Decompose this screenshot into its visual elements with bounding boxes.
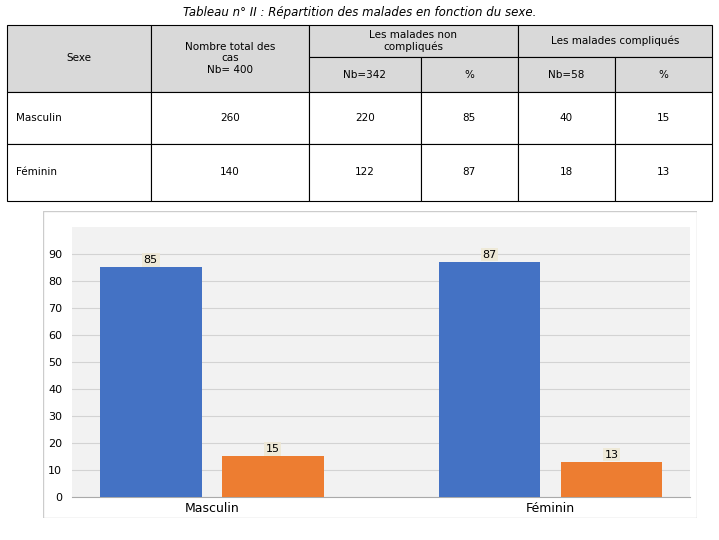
Bar <box>222 456 324 497</box>
Bar <box>7 92 151 144</box>
Text: 13: 13 <box>605 449 618 460</box>
Bar <box>615 144 712 201</box>
Bar <box>421 92 518 144</box>
Bar <box>309 144 421 201</box>
Text: Tableau n° II : Répartition des malades en fonction du sexe.: Tableau n° II : Répartition des malades … <box>183 6 536 19</box>
Text: 18: 18 <box>559 167 573 177</box>
Bar <box>518 144 615 201</box>
Text: Sexe: Sexe <box>67 53 91 64</box>
Text: 13: 13 <box>656 167 670 177</box>
Text: %: % <box>659 70 668 80</box>
Text: Masculin: Masculin <box>16 113 62 123</box>
Text: Nb=342: Nb=342 <box>344 70 386 80</box>
Bar <box>309 92 421 144</box>
Bar <box>421 144 518 201</box>
Text: 140: 140 <box>220 167 240 177</box>
Text: 85: 85 <box>462 113 476 123</box>
Text: 87: 87 <box>482 249 497 260</box>
Text: 85: 85 <box>144 255 158 265</box>
Bar <box>518 25 712 57</box>
Text: %: % <box>464 70 474 80</box>
Text: 15: 15 <box>266 444 280 454</box>
Text: 260: 260 <box>220 113 240 123</box>
Bar <box>518 92 615 144</box>
Bar <box>439 262 540 497</box>
Text: 122: 122 <box>355 167 375 177</box>
Bar <box>151 144 309 201</box>
Text: 15: 15 <box>656 113 670 123</box>
Bar <box>309 25 518 57</box>
Bar <box>7 25 151 92</box>
Bar <box>309 57 421 92</box>
Text: 220: 220 <box>355 113 375 123</box>
Text: Nb=58: Nb=58 <box>548 70 585 80</box>
Bar <box>615 57 712 92</box>
Text: Les malades compliqués: Les malades compliqués <box>551 36 679 46</box>
Bar <box>561 462 662 497</box>
Text: Nombre total des
cas
Nb= 400: Nombre total des cas Nb= 400 <box>185 42 275 75</box>
Text: Les malades non
compliqués: Les malades non compliqués <box>370 30 457 52</box>
Text: 40: 40 <box>559 113 573 123</box>
Bar <box>421 57 518 92</box>
Text: Féminin: Féminin <box>16 167 57 177</box>
Bar <box>151 25 309 92</box>
Bar <box>518 57 615 92</box>
Bar <box>615 92 712 144</box>
Bar <box>100 267 201 497</box>
Bar <box>7 144 151 201</box>
Bar <box>151 92 309 144</box>
Text: 87: 87 <box>462 167 476 177</box>
